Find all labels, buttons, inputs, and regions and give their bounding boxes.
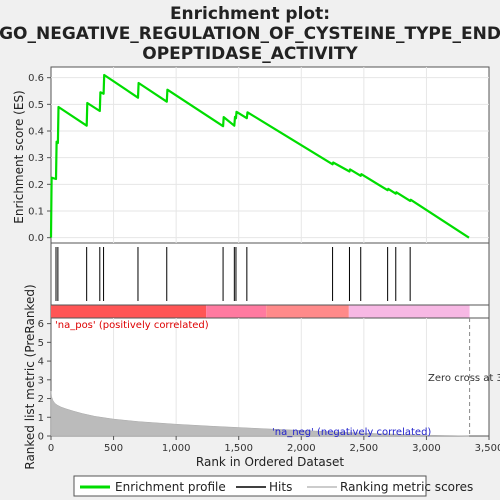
pos-corr-label: 'na_pos' (positively correlated): [55, 320, 209, 331]
metric-y-tick-label: 2: [38, 394, 44, 405]
x-tick-label: 3,500: [475, 443, 500, 454]
metric-y-tick-label: 5: [38, 338, 44, 349]
metric-y-tick-label: 1: [38, 413, 44, 424]
x-tick-label: 1,500: [224, 443, 253, 454]
colorbar-segment: [206, 305, 267, 318]
x-axis-label: Rank in Ordered Dataset: [196, 455, 344, 469]
chart-title-line-2: GO_NEGATIVE_REGULATION_OF_CYSTEINE_TYPE_…: [0, 24, 500, 44]
zero-cross-label: Zero cross at 3: [428, 373, 500, 384]
metric-layer: [50, 318, 471, 437]
metric-y-tick-label: 3: [38, 375, 44, 386]
neg-corr-label: 'na_neg' (negatively correlated): [272, 427, 431, 438]
es-y-tick-label: 0.0: [28, 233, 44, 244]
metric-y-tick-label: 0: [38, 432, 44, 443]
colorbar-segment: [348, 305, 470, 318]
hits-panel: [50, 242, 490, 306]
es-y-tick-label: 0.2: [28, 180, 44, 191]
metric-y-tick-label: 6: [38, 319, 44, 330]
es-y-tick-label: 0.3: [28, 153, 44, 164]
x-tick-label: 500: [104, 443, 123, 454]
hits-layer: [55, 247, 411, 301]
chart-title-line-3: OPEPTIDASE_ACTIVITY: [142, 44, 358, 64]
legend-box: [73, 475, 427, 497]
es-y-axis-label: Enrichment score (ES): [12, 90, 26, 223]
legend-hits-label: Hits: [269, 480, 292, 494]
ranking-metric-area: [50, 390, 470, 437]
es-y-tick-label: 0.6: [28, 73, 44, 84]
es-y-tick-label: 0.4: [28, 127, 44, 138]
enrichment-profile-line: [49, 73, 470, 239]
es-panel: [50, 66, 490, 244]
legend-metric-label: Ranking metric scores: [340, 480, 473, 494]
es-y-tick-label: 0.5: [28, 100, 44, 111]
colorbar-segment: [51, 305, 207, 318]
x-tick-label: 1,000: [162, 443, 191, 454]
metric-panel: [50, 317, 490, 437]
x-tick-label: 2,500: [350, 443, 379, 454]
x-tick-label: 0: [48, 443, 54, 454]
es-layer: [49, 67, 489, 243]
x-tick-label: 2,000: [287, 443, 316, 454]
chart-title-line-1: Enrichment plot:: [170, 4, 330, 24]
colorbar-segment: [266, 305, 349, 318]
metric-y-tick-label: 4: [38, 357, 44, 368]
es-y-tick-label: 0.1: [28, 207, 44, 218]
colorbar-layer: [51, 305, 470, 318]
legend-profile-label: Enrichment profile: [115, 480, 226, 494]
metric-y-axis-label: Ranked list metric (PreRanked): [23, 284, 37, 469]
axis-layer: 0.0 0.1 0.2 0.3 0.4 0.5 0.6 0 500 1,000 1,500 2,000…: [28, 73, 500, 454]
x-tick-label: 3,000: [412, 443, 441, 454]
